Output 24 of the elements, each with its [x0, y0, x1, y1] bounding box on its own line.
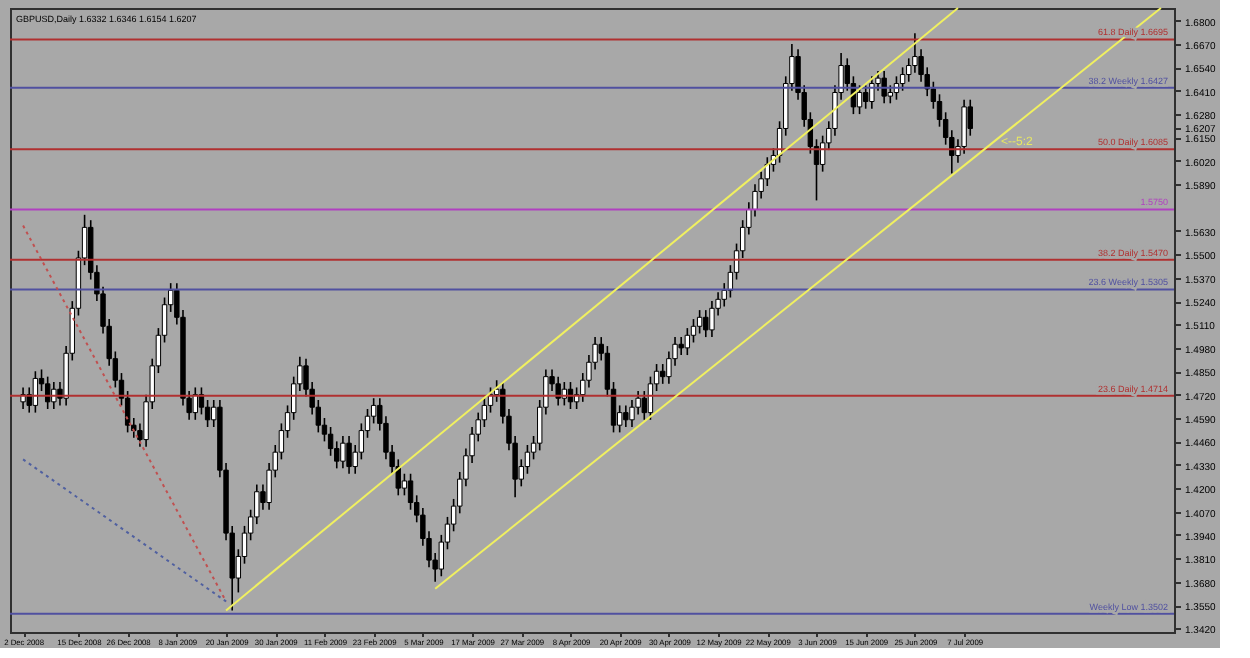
- candlestick: [899, 66, 906, 92]
- candlestick: [684, 327, 691, 356]
- candlestick: [660, 363, 666, 385]
- candlestick: [192, 386, 198, 421]
- candlestick: [623, 404, 629, 428]
- candlestick: [629, 399, 635, 428]
- candlestick: [856, 84, 863, 115]
- candlestick: [340, 435, 346, 470]
- candlestick: [401, 472, 408, 497]
- candlestick: [703, 309, 709, 338]
- candlestick: [26, 386, 32, 414]
- candlestick: [51, 381, 57, 410]
- candlestick: [709, 300, 715, 338]
- candlestick: [641, 390, 647, 421]
- candlestick: [555, 375, 561, 407]
- candlestick: [696, 309, 703, 335]
- candlestick: [912, 32, 918, 74]
- candlestick: [346, 435, 352, 475]
- candlestick: [44, 375, 51, 410]
- candlestick: [961, 98, 967, 155]
- candlestick: [869, 75, 875, 110]
- candlestick: [863, 84, 869, 110]
- candlestick: [678, 336, 684, 356]
- candlestick: [881, 70, 887, 105]
